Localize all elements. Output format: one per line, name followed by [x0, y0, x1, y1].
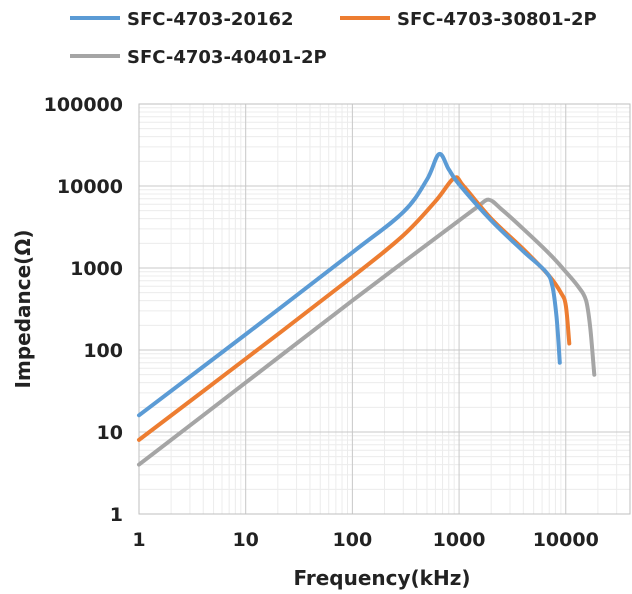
- major-gridlines: [138, 104, 630, 515]
- series-line-sfc-4703-40401-2p: [137, 197, 597, 467]
- y-tick-label: 10: [97, 422, 123, 444]
- series-line-sfc-4703-20162: [137, 152, 562, 418]
- legend-label: SFC-4703-30801-2P: [397, 9, 597, 30]
- y-tick-label: 1: [110, 504, 123, 526]
- x-axis-tick-labels: 1 10 100 1000 10000: [132, 529, 598, 551]
- x-tick-label: 10000: [533, 529, 599, 551]
- legend-label: SFC-4703-20162: [127, 9, 294, 30]
- legend: SFC-4703-20162 SFC-4703-30801-2P SFC-4703-…: [70, 9, 597, 68]
- plot-area-frame: [138, 103, 631, 515]
- legend-label: SFC-4703-40401-2P: [127, 47, 327, 68]
- x-tick-label: 1: [132, 529, 145, 551]
- x-tick-label: 1000: [433, 529, 486, 551]
- y-tick-label: 10000: [57, 176, 123, 198]
- y-tick-label: 100: [83, 340, 123, 362]
- y-tick-label: 1000: [70, 258, 123, 280]
- x-tick-label: 10: [232, 529, 258, 551]
- series-line-sfc-4703-30801-2p: [137, 175, 572, 442]
- y-axis-tick-labels: 1 10 100 1000 10000 100000: [44, 94, 123, 526]
- minor-gridlines: [139, 104, 631, 514]
- y-tick-label: 100000: [44, 94, 123, 116]
- series-lines: [137, 152, 597, 467]
- x-axis-title: Frequency(kHz): [293, 566, 470, 590]
- y-axis-title: Impedance(Ω): [11, 230, 35, 389]
- x-tick-label: 100: [333, 529, 373, 551]
